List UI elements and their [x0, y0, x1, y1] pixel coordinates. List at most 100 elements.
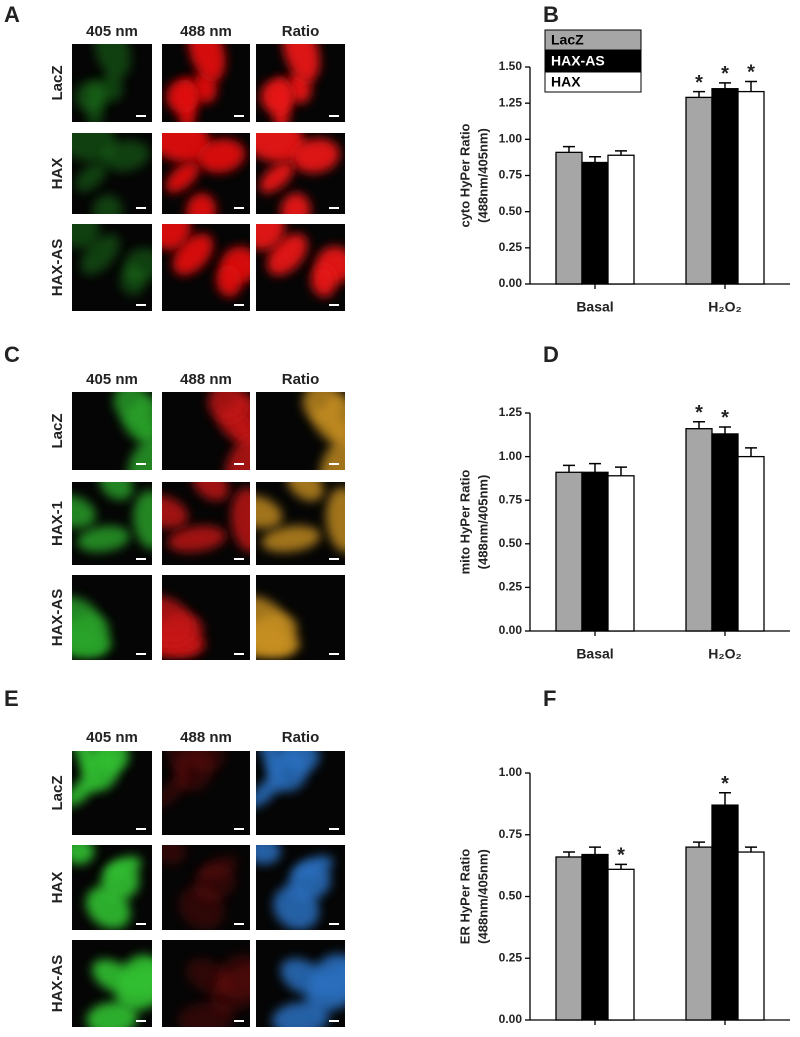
error-bar: [563, 145, 575, 153]
cell: [280, 192, 311, 214]
row-label: HAX-AS: [49, 589, 66, 647]
scale-bar: [136, 463, 146, 465]
scale-bar: [329, 653, 339, 655]
bar: [711, 804, 739, 1021]
row-label: LacZ: [49, 413, 66, 448]
y-tick-label: 0.50: [499, 536, 523, 550]
error-bar: [745, 447, 757, 457]
cell: [80, 234, 120, 275]
y-tick-label: 0.00: [499, 1012, 523, 1026]
cell: [260, 79, 294, 114]
scale-bar: [136, 923, 146, 925]
scale-bar: [136, 828, 146, 830]
significance-mark: *: [617, 845, 625, 867]
bar: [555, 151, 583, 285]
bar: [555, 471, 583, 632]
error-bar: [719, 792, 731, 806]
cell: [133, 490, 152, 550]
y-tick-label: 1.00: [499, 449, 523, 463]
micrograph: [72, 751, 152, 835]
y-axis-label: (488nm/405nm): [475, 475, 490, 570]
cell: [162, 845, 187, 865]
micrograph: [162, 392, 250, 470]
cell: [113, 392, 150, 422]
bar: [607, 475, 635, 632]
bar: [711, 433, 739, 632]
error-bar: [563, 851, 575, 857]
error-bar: [615, 863, 627, 870]
significance-mark: *: [721, 63, 729, 85]
micrograph: [256, 133, 345, 214]
y-axis-label: (488nm/405nm): [475, 128, 490, 223]
scale-bar: [329, 463, 339, 465]
cell: [230, 487, 250, 553]
cell: [100, 864, 140, 901]
micrograph: [162, 224, 250, 311]
row-label: HAX-AS: [49, 239, 66, 297]
scale-bar: [234, 653, 244, 655]
error-bar: [693, 420, 705, 429]
error-bar: [563, 464, 575, 473]
cell: [72, 596, 102, 645]
micrograph: [162, 940, 250, 1027]
bar: [737, 90, 765, 285]
cell: [256, 224, 285, 251]
scale-bar: [329, 207, 339, 209]
scale-bar: [234, 115, 244, 117]
column-header: 405 nm: [86, 23, 138, 40]
cell: [86, 1002, 138, 1027]
legend-label: LacZ: [551, 32, 584, 48]
scale-bar: [234, 923, 244, 925]
error-bar: [693, 841, 705, 848]
cell: [282, 44, 320, 83]
cell: [101, 140, 150, 172]
scale-bar: [329, 558, 339, 560]
bar: [581, 161, 609, 285]
scale-bar: [234, 304, 244, 306]
micrograph: [72, 44, 152, 122]
micrograph: [256, 224, 345, 311]
cell: [72, 845, 95, 865]
significance-mark: *: [721, 773, 729, 795]
cell: [291, 138, 340, 174]
cell: [210, 962, 250, 1013]
cell: [92, 194, 123, 214]
micrograph: [72, 392, 152, 470]
bar: [685, 428, 713, 632]
panel-letter: B: [543, 2, 559, 27]
cell: [305, 962, 345, 1013]
cell: [74, 81, 108, 112]
cell: [208, 392, 247, 422]
bar: [581, 853, 609, 1021]
scale-bar: [136, 207, 146, 209]
y-tick-label: 0.50: [499, 889, 523, 903]
significance-mark: *: [695, 72, 703, 94]
micrograph: [256, 482, 345, 565]
cell: [99, 482, 134, 501]
error-bar: [589, 462, 601, 473]
cell: [192, 482, 229, 501]
cell: [187, 44, 226, 82]
cell: [302, 392, 342, 422]
y-axis-label: cyto HyPer Ratio: [457, 123, 472, 227]
scale-bar: [329, 828, 339, 830]
cell: [259, 161, 294, 194]
x-tick-label: H₂O₂: [708, 299, 741, 315]
error-bar: [589, 846, 601, 855]
column-header: 488 nm: [180, 729, 232, 746]
cell: [197, 138, 246, 173]
column-header: 488 nm: [180, 23, 232, 40]
panel-letter: E: [4, 686, 19, 711]
y-tick-label: 0.75: [499, 827, 523, 841]
error-bar: [615, 466, 627, 476]
bar: [685, 846, 713, 1021]
row-label: HAX: [49, 158, 66, 190]
cell: [127, 436, 152, 470]
micrograph: [162, 575, 250, 660]
cell: [72, 775, 97, 807]
cell: [166, 79, 200, 114]
cell: [73, 751, 98, 775]
micrograph: [256, 44, 345, 122]
legend-swatch: [544, 29, 642, 51]
micrograph: [162, 845, 250, 930]
